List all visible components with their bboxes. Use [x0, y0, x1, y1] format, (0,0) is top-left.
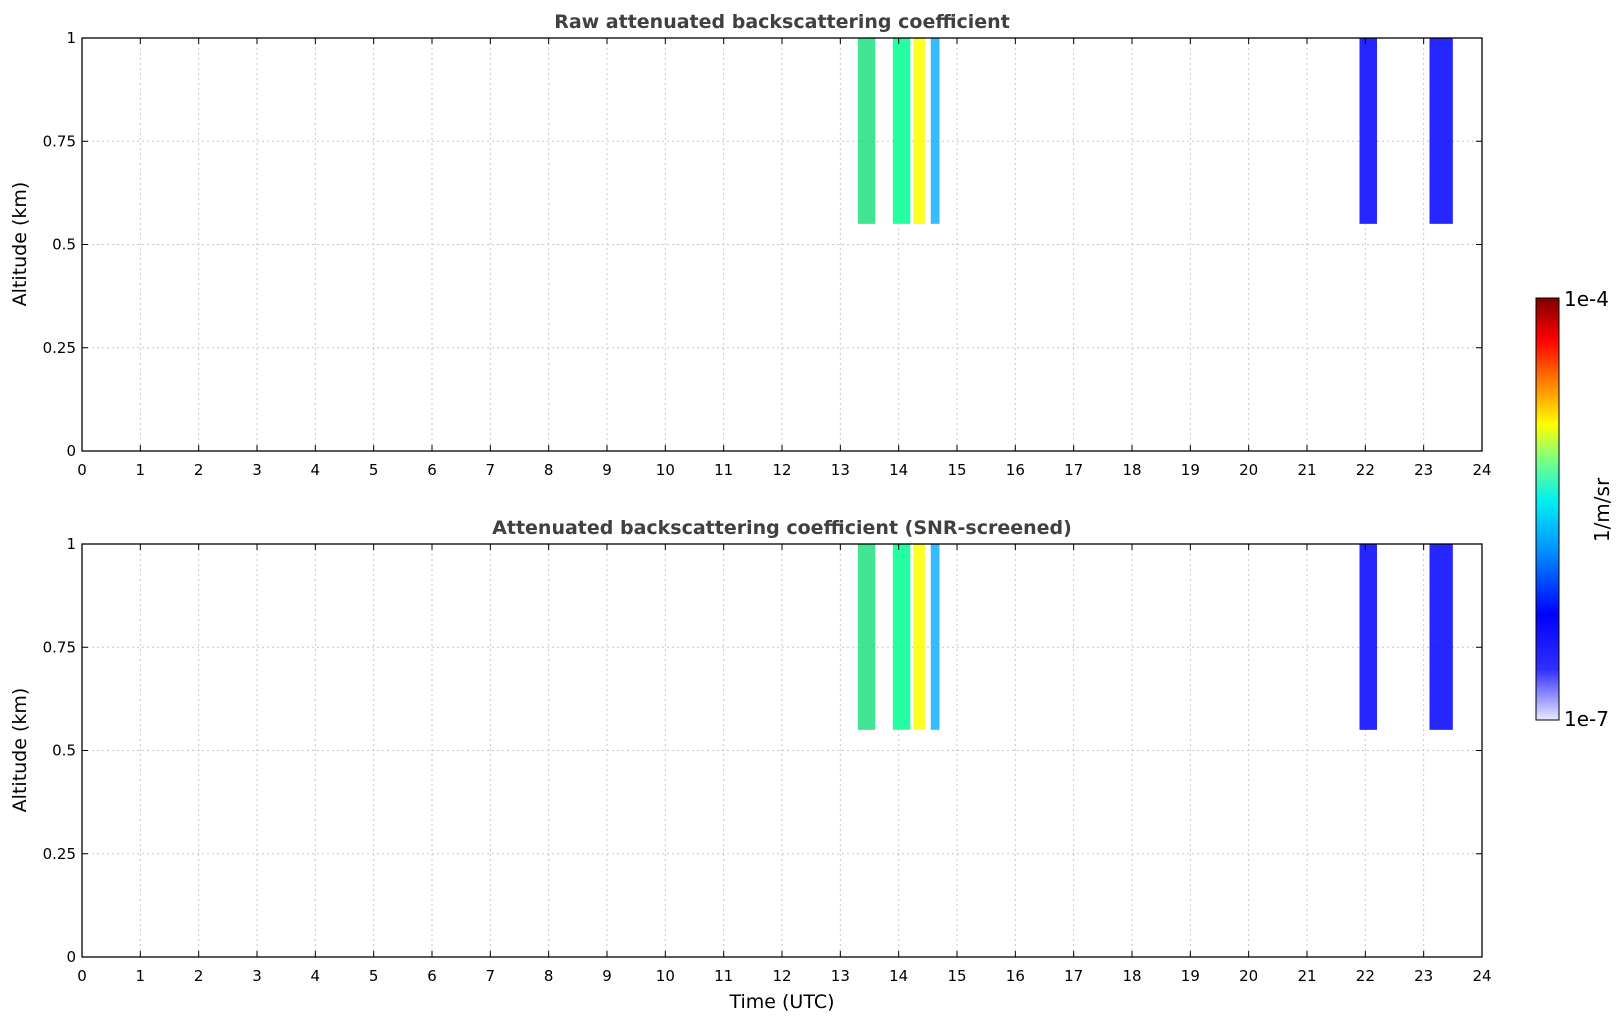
y-axis-label: Altitude (km) [9, 688, 31, 813]
x-tick-label: 15 [947, 461, 966, 479]
y-tick-label: 0.5 [52, 742, 76, 760]
backscatter-streak [930, 544, 940, 730]
x-tick-label: 4 [311, 461, 321, 479]
x-tick-label: 17 [1064, 461, 1083, 479]
x-tick-label: 0 [77, 967, 87, 985]
backscatter-streak [892, 544, 911, 730]
x-tick-label: 7 [486, 461, 496, 479]
x-tick-label: 18 [1122, 967, 1141, 985]
x-tick-label: 11 [714, 967, 733, 985]
x-tick-label: 24 [1472, 967, 1491, 985]
axis-ticks: 0 1 2 3 4 5 6 7 8 9 10 11 12 13 14 15 16 17 18 19 20 21 22 23 24… [43, 535, 1492, 985]
x-tick-label: 20 [1239, 967, 1258, 985]
backscatter-streak [857, 544, 876, 730]
y-tick-label: 0.25 [43, 845, 76, 863]
y-tick-label: 0 [66, 442, 76, 460]
backscatter-streak [1359, 544, 1377, 730]
x-tick-label: 2 [194, 967, 204, 985]
x-tick-label: 8 [544, 967, 554, 985]
colorbar-max-label: 1e-4 [1564, 287, 1609, 311]
x-tick-label: 9 [602, 967, 612, 985]
backscatter-heatmap [857, 38, 1453, 224]
x-tick-label: 20 [1239, 461, 1258, 479]
backscatter-heatmap [857, 544, 1453, 730]
x-tick-label: 21 [1297, 967, 1316, 985]
x-tick-label: 13 [831, 967, 850, 985]
x-tick-label: 22 [1356, 461, 1375, 479]
x-tick-label: 10 [656, 461, 675, 479]
backscatter-streak [930, 38, 940, 224]
x-axis-label: Time (UTC) [728, 991, 834, 1013]
x-tick-label: 23 [1414, 967, 1433, 985]
x-tick-label: 7 [486, 967, 496, 985]
y-tick-label: 0.5 [52, 236, 76, 254]
x-tick-label: 13 [831, 461, 850, 479]
y-tick-label: 1 [66, 29, 76, 47]
x-tick-label: 24 [1472, 461, 1491, 479]
y-tick-label: 0.75 [43, 132, 76, 150]
panel-title: Raw attenuated backscattering coefficien… [554, 11, 1010, 33]
x-tick-label: 6 [427, 461, 437, 479]
x-tick-label: 12 [772, 967, 791, 985]
colorbar: 1e-4 1e-7 1/m/sr [1535, 287, 1614, 731]
y-tick-label: 0.25 [43, 339, 76, 357]
grid [82, 544, 1482, 957]
colorbar-min-label: 1e-7 [1564, 707, 1609, 731]
backscatter-streak [913, 544, 925, 730]
y-tick-label: 1 [66, 535, 76, 553]
x-tick-label: 14 [889, 967, 908, 985]
grid [82, 38, 1482, 451]
x-tick-label: 19 [1181, 461, 1200, 479]
y-tick-label: 0.75 [43, 638, 76, 656]
x-tick-label: 18 [1122, 461, 1141, 479]
x-tick-label: 3 [252, 461, 262, 479]
x-tick-label: 10 [656, 967, 675, 985]
x-tick-label: 17 [1064, 967, 1083, 985]
x-tick-label: 22 [1356, 967, 1375, 985]
backscatter-streak [913, 38, 925, 224]
x-tick-label: 5 [369, 967, 379, 985]
x-tick-label: 9 [602, 461, 612, 479]
x-tick-label: 21 [1297, 461, 1316, 479]
x-tick-label: 2 [194, 461, 204, 479]
x-tick-label: 16 [1006, 461, 1025, 479]
x-tick-label: 8 [544, 461, 554, 479]
x-tick-label: 19 [1181, 967, 1200, 985]
backscatter-streak [892, 38, 911, 224]
x-tick-label: 0 [77, 461, 87, 479]
panel-raw: Raw attenuated backscattering coefficien… [9, 11, 1492, 479]
x-tick-label: 3 [252, 967, 262, 985]
x-tick-label: 1 [136, 461, 146, 479]
x-tick-label: 16 [1006, 967, 1025, 985]
x-tick-label: 1 [136, 967, 146, 985]
x-tick-label: 23 [1414, 461, 1433, 479]
x-tick-label: 4 [311, 967, 321, 985]
x-tick-label: 11 [714, 461, 733, 479]
y-tick-label: 0 [66, 948, 76, 966]
x-tick-label: 14 [889, 461, 908, 479]
colorbar-label: 1/m/sr [1590, 477, 1614, 542]
panel-screened: Attenuated backscattering coefficient (S… [9, 517, 1492, 1013]
backscatter-streak [1429, 544, 1453, 730]
y-axis-label: Altitude (km) [9, 182, 31, 307]
x-tick-label: 15 [947, 967, 966, 985]
x-tick-label: 6 [427, 967, 437, 985]
axis-ticks: 0 1 2 3 4 5 6 7 8 9 10 11 12 13 14 15 16 17 18 19 20 21 22 23 24… [43, 29, 1492, 479]
backscatter-streak [1359, 38, 1377, 224]
panel-title: Attenuated backscattering coefficient (S… [492, 517, 1072, 539]
backscatter-streak [857, 38, 876, 224]
x-tick-label: 12 [772, 461, 791, 479]
colorbar-gradient [1535, 297, 1560, 721]
backscatter-streak [1429, 38, 1453, 224]
x-tick-label: 5 [369, 461, 379, 479]
